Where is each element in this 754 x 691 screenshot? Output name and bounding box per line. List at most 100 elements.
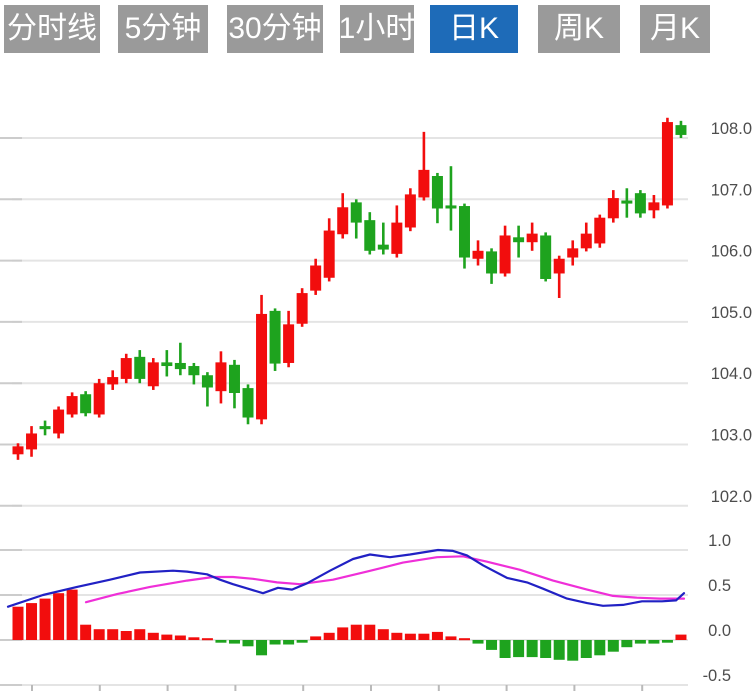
candle-wick [449, 166, 453, 231]
price-axis-label: 104.0 [711, 365, 752, 383]
candle-body [634, 193, 646, 214]
macd-histogram-bar [269, 640, 281, 645]
macd-histogram-bar [567, 640, 579, 661]
macd-histogram-bar [283, 640, 295, 645]
macd-histogram-bar [39, 598, 51, 640]
candle-body [188, 366, 200, 376]
tab-weekly-k[interactable]: 周K [538, 5, 620, 53]
candle-body [458, 206, 470, 258]
candle-body [228, 364, 240, 394]
macd-histogram-bar [607, 640, 619, 652]
macd-histogram-bar [499, 640, 511, 658]
macd-axis-label: 0.5 [708, 577, 731, 595]
candle-body [269, 310, 281, 364]
candle-body [134, 356, 146, 379]
macd-histogram-bar [188, 637, 200, 640]
candle-body [39, 426, 51, 430]
candle-wick [206, 372, 209, 407]
macd-histogram-bar [540, 640, 552, 658]
candle-body [445, 205, 457, 209]
price-axis-label: 105.0 [711, 304, 752, 322]
macd-dea-line [84, 555, 686, 604]
macd-histogram-bar [486, 640, 498, 650]
macd-histogram-bar [431, 631, 443, 640]
tab-minute-line[interactable]: 分时线 [4, 5, 100, 53]
macd-histogram-bar [174, 635, 186, 640]
candle-body [431, 176, 443, 209]
candle-body [553, 258, 565, 274]
candle-body [93, 383, 105, 415]
candle-body [472, 250, 484, 259]
macd-dif-line [6, 548, 686, 608]
macd-histogram-bar [404, 633, 416, 640]
macd-histogram-bar [201, 638, 213, 641]
tab-5min[interactable]: 5分钟 [118, 5, 208, 53]
macd-histogram-bar [458, 638, 470, 641]
macd-histogram-bar [594, 640, 606, 656]
candle-body [296, 293, 308, 324]
macd-histogram-bar [526, 640, 538, 658]
candle-body [648, 202, 660, 211]
candle-body [526, 233, 538, 243]
candle-body [418, 169, 430, 198]
candle-wick [179, 342, 182, 376]
macd-histogram-bar [228, 640, 240, 644]
macd-histogram-bar [648, 640, 660, 644]
macd-histogram-bar [53, 593, 65, 640]
macd-histogram-bar [26, 603, 38, 640]
candle-body [486, 251, 498, 274]
macd-histogram-bar [93, 629, 105, 640]
candle-body [540, 235, 552, 279]
candle-body [621, 200, 633, 204]
candle-body [256, 313, 268, 420]
candle-body [513, 237, 525, 243]
macd-histogram-bar [134, 629, 146, 640]
macd-histogram-bar [242, 640, 254, 647]
macd-histogram-bar [621, 640, 633, 648]
candle-body [377, 244, 389, 250]
macd-histogram-bar [445, 636, 457, 640]
macd-histogram-bar [120, 631, 132, 640]
candle-wick [382, 222, 385, 255]
candle-body [215, 362, 227, 392]
candle-body [350, 202, 362, 223]
macd-histogram-bar [472, 640, 484, 644]
macd-histogram-bar [310, 636, 322, 640]
macd-axis-label: -0.5 [703, 667, 731, 685]
candle-body [364, 220, 376, 251]
macd-histogram-bar [364, 624, 376, 640]
candle-body [174, 362, 186, 370]
candle-body [567, 248, 579, 258]
timeframe-tabbar: 分时线 5分钟 30分钟 1小时 日K 周K 月K [0, 0, 754, 58]
tab-1hour[interactable]: 1小时 [339, 5, 415, 53]
tab-monthly-k[interactable]: 月K [640, 5, 710, 53]
candle-body [26, 433, 38, 450]
macd-histogram-bar [418, 633, 430, 640]
macd-axis-label: 1.0 [708, 532, 731, 550]
macd-histogram-bar [66, 589, 78, 640]
candle-body [580, 233, 592, 249]
price-axis-label: 102.0 [711, 488, 752, 506]
candle-body [12, 446, 24, 455]
candle-body [53, 409, 65, 434]
tab-30min[interactable]: 30分钟 [227, 5, 323, 53]
macd-histogram-bar [215, 640, 227, 643]
candle-body [283, 324, 295, 363]
macd-histogram-bar [391, 632, 403, 640]
macd-histogram-bar [147, 632, 159, 640]
candle-body [161, 362, 173, 367]
candle-wick [557, 255, 561, 298]
candle-body [607, 198, 619, 219]
candle-body [80, 394, 92, 414]
price-axis-label: 107.0 [711, 181, 752, 199]
macd-histogram-bar [377, 629, 389, 640]
macd-histogram-bar [553, 640, 565, 660]
candle-body [242, 388, 254, 418]
macd-histogram-bar [256, 640, 268, 656]
price-axis-label: 108.0 [711, 120, 752, 138]
macd-histogram-bar [323, 632, 335, 640]
macd-histogram-bar [161, 634, 173, 640]
tab-daily-k[interactable]: 日K [430, 5, 518, 53]
